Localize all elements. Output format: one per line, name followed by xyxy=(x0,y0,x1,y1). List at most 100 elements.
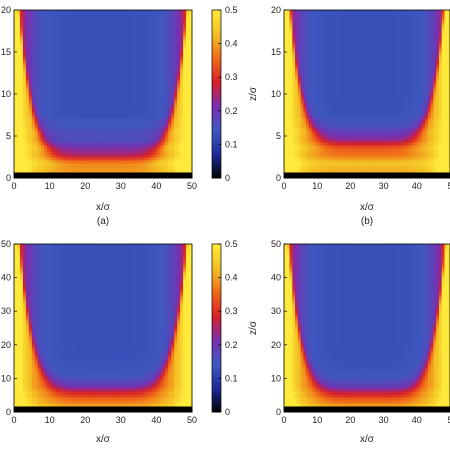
heatmap-cell xyxy=(430,133,434,137)
heatmap-cell xyxy=(383,151,387,155)
heatmap-cell xyxy=(108,19,113,23)
heatmap-cell xyxy=(153,103,157,107)
heatmap-cell xyxy=(25,166,30,170)
heatmap-cell xyxy=(430,136,434,140)
heatmap-cell xyxy=(100,109,104,113)
heatmap-cell xyxy=(344,145,349,149)
heatmap-cell xyxy=(64,52,68,56)
heatmap-cell xyxy=(135,175,140,179)
heatmap-cell xyxy=(391,145,396,149)
heatmap-cell xyxy=(64,31,68,35)
heatmap-cell xyxy=(156,139,160,143)
heatmap-cell xyxy=(120,19,125,23)
heatmap-cell xyxy=(88,163,92,167)
heatmap-cell xyxy=(100,28,104,32)
heatmap-cell xyxy=(105,166,110,170)
heatmap-cell xyxy=(46,37,51,41)
heatmap-cell xyxy=(64,124,68,128)
heatmap-cell xyxy=(94,37,98,41)
heatmap-cell xyxy=(114,130,119,134)
heatmap-cell xyxy=(111,94,116,98)
heatmap-cell xyxy=(103,118,107,122)
heatmap-cell xyxy=(73,31,77,35)
heatmap-cell xyxy=(76,67,80,71)
heatmap-cell xyxy=(43,100,48,104)
heatmap-cell xyxy=(389,115,393,119)
heatmap-cell xyxy=(37,64,42,68)
heatmap-cell xyxy=(189,73,193,77)
heatmap-cell xyxy=(447,124,450,128)
heatmap-cell xyxy=(361,100,365,104)
heatmap-cell xyxy=(117,73,122,77)
heatmap-cell xyxy=(186,91,190,95)
heatmap-cell xyxy=(353,175,357,179)
heatmap-cell xyxy=(180,64,184,68)
heatmap-cell xyxy=(135,28,140,32)
heatmap-cell xyxy=(31,91,36,95)
heatmap-cell xyxy=(400,112,404,116)
heatmap-cell xyxy=(19,115,24,119)
heatmap-cell xyxy=(111,127,116,131)
heatmap-cell xyxy=(147,169,151,173)
heatmap-cell xyxy=(108,88,113,92)
heatmap-cell xyxy=(411,142,415,146)
heatmap-cell xyxy=(405,160,409,164)
heatmap-cell xyxy=(28,40,33,44)
heatmap-cell xyxy=(19,175,24,179)
heatmap-cell xyxy=(186,169,190,173)
heatmap-cell xyxy=(405,166,409,170)
heatmap-cell xyxy=(28,61,33,65)
heatmap-cell xyxy=(411,172,415,176)
heatmap-cell xyxy=(91,172,95,176)
heatmap-cell xyxy=(43,79,48,83)
heatmap-cell xyxy=(46,154,51,158)
heatmap-cell xyxy=(165,175,169,179)
heatmap-cell xyxy=(375,172,379,176)
heatmap-cell xyxy=(159,76,163,80)
heatmap-cell xyxy=(355,166,360,170)
heatmap-cell xyxy=(135,82,140,86)
heatmap-cell xyxy=(34,103,39,107)
heatmap-cell xyxy=(306,100,310,104)
heatmap-cell xyxy=(189,55,193,59)
heatmap-cell xyxy=(444,172,448,176)
heatmap-cell xyxy=(144,43,148,47)
heatmap-cell xyxy=(397,151,401,155)
colorbar-segment xyxy=(212,94,221,98)
heatmap-cell xyxy=(94,112,98,116)
heatmap-cell xyxy=(117,28,122,32)
heatmap-cell xyxy=(105,73,110,77)
heatmap-cell xyxy=(441,109,445,113)
heatmap-cell xyxy=(100,160,104,164)
heatmap-cell xyxy=(383,130,387,134)
heatmap-cell xyxy=(22,124,27,128)
heatmap-cell xyxy=(64,139,68,143)
heatmap-cell xyxy=(138,175,143,179)
heatmap-cell xyxy=(372,118,376,122)
heatmap-cell xyxy=(159,88,163,92)
colorbar-segment xyxy=(212,171,221,176)
heatmap-cell xyxy=(153,148,157,152)
heatmap-cell xyxy=(156,103,160,107)
heatmap-cell xyxy=(141,118,146,122)
heatmap-cell xyxy=(49,49,54,53)
heatmap-cell xyxy=(120,37,125,41)
heatmap-cell xyxy=(355,151,360,155)
heatmap-cell xyxy=(126,169,131,173)
heatmap-cell xyxy=(126,124,131,128)
heatmap-cell xyxy=(58,112,62,116)
heatmap-cell xyxy=(61,163,65,167)
heatmap-cell xyxy=(67,64,71,68)
heatmap-cell xyxy=(76,61,80,65)
heatmap-cell xyxy=(180,16,184,20)
heatmap-cell xyxy=(162,94,166,98)
heatmap-cell xyxy=(180,34,184,38)
heatmap-cell xyxy=(367,130,371,134)
heatmap-cell xyxy=(64,145,68,149)
heatmap-cell xyxy=(303,157,307,161)
heatmap-cell xyxy=(339,118,343,122)
heatmap-cell xyxy=(162,85,166,89)
heatmap-cell xyxy=(64,25,68,29)
heatmap-cell xyxy=(177,118,181,122)
heatmap-cell xyxy=(402,115,407,119)
